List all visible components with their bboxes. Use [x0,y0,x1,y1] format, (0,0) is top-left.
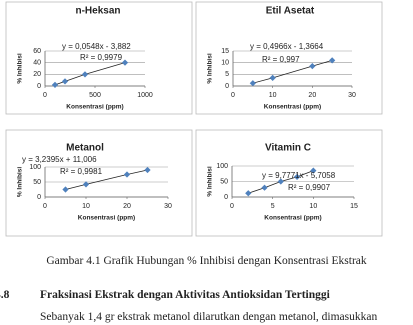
y-tick-label: 40 [33,60,41,67]
y-tick-label: 50 [33,179,41,186]
y-tick-label: 0 [225,83,229,90]
y-tick-label: 50 [220,178,228,185]
x-tick-label: 0 [43,92,47,99]
x-tick-label: 10 [309,203,317,210]
y-axis-label: % Inhibisi [207,53,214,84]
x-tick-label: 0 [231,92,235,99]
chart-title: n-Heksan [75,6,120,17]
trend-line [252,59,333,84]
equation: R² = 0,9981 [60,167,103,176]
section-title: Fraksinasi Ekstrak dengan Aktivitas Anti… [40,289,330,301]
x-tick-label: 30 [164,203,172,210]
x-tick-label: 10 [269,92,277,99]
y-tick-label: 60 [33,48,41,55]
x-axis-label: Konsentrasi (ppm) [78,215,135,222]
y-axis-label: % Inhibisi [17,167,24,198]
figure-caption: Gambar 4.1 Grafik Hubungan % Inhibisi de… [46,255,367,267]
equation: y = 3,2395x + 11,006 [22,155,97,164]
chart-frame [5,129,193,237]
chart: 0 5 10 15 0 10 20 30 Konsentrasi (ppm) % Inhibisi… [195,1,383,115]
equation: R² = 0,9979 [80,53,123,62]
y-tick-label: 100 [29,164,41,171]
trend-line [54,62,126,86]
x-tick-label: 15 [350,203,358,210]
chart: 0 50 100 0 10 20 30 Konsentrasi (ppm) % Inhibisi… [5,129,193,237]
y-tick-label: 10 [221,60,229,67]
point [123,171,131,178]
y-axis-label: % Inhibisi [207,166,214,197]
y-tick-label: 20 [33,71,41,78]
point [249,80,256,87]
equation: y = 0,0548x - 3,882 [62,42,131,51]
point [293,173,301,180]
equation: R² = 0,9907 [288,183,331,192]
point [62,186,69,193]
point [81,71,89,78]
chart: 0 50 100 0 5 10 15 Konsentrasi (ppm) % Inhibisi V… [195,129,383,237]
equation: y = 0,4966x - 1,3664 [250,42,324,51]
x-tick-label: 20 [308,92,316,99]
chart-title: Vitamin C [265,143,311,154]
x-tick-label: 5 [271,203,275,210]
chart-title: Etil Asetat [266,6,315,17]
paragraph: Sebanyak 1,4 gr ekstrak metanol dilarutk… [40,311,378,323]
y-tick-label: 5 [225,71,229,78]
x-tick-label: 0 [230,203,234,210]
point [144,166,151,174]
chart-title: Metanol [66,143,104,154]
section-number: 4.8 [0,289,10,301]
x-tick-label: 0 [43,203,47,210]
x-tick-label: 500 [89,92,101,99]
chart-frame [5,1,193,115]
y-tick-label: 0 [37,194,41,201]
y-tick-label: 100 [216,163,228,170]
y-tick-label: 0 [37,83,41,90]
chart: 0 20 40 60 0 500 1000 Konsentrasi (ppm) % Inhibi… [5,1,193,115]
y-tick-label: 0 [224,194,228,201]
equation: y = 9,7771x - 5,7058 [262,171,336,180]
y-tick-label: 15 [221,48,229,55]
point [245,190,252,197]
x-tick-label: 1000 [137,92,153,99]
x-axis-label: Konsentrasi (ppm) [264,104,321,111]
chart-frame [195,129,383,237]
chart-frame [195,1,383,115]
trend-line [65,169,148,190]
x-tick-label: 10 [82,203,90,210]
y-axis-label: % Inhibisi [17,53,24,84]
x-axis-label: Konsentrasi (ppm) [66,104,123,111]
x-tick-label: 30 [348,92,356,99]
x-axis-label: Konsentrasi (ppm) [264,215,321,222]
x-tick-label: 20 [123,203,131,210]
point [82,181,90,188]
equation: R² = 0,997 [262,55,300,64]
